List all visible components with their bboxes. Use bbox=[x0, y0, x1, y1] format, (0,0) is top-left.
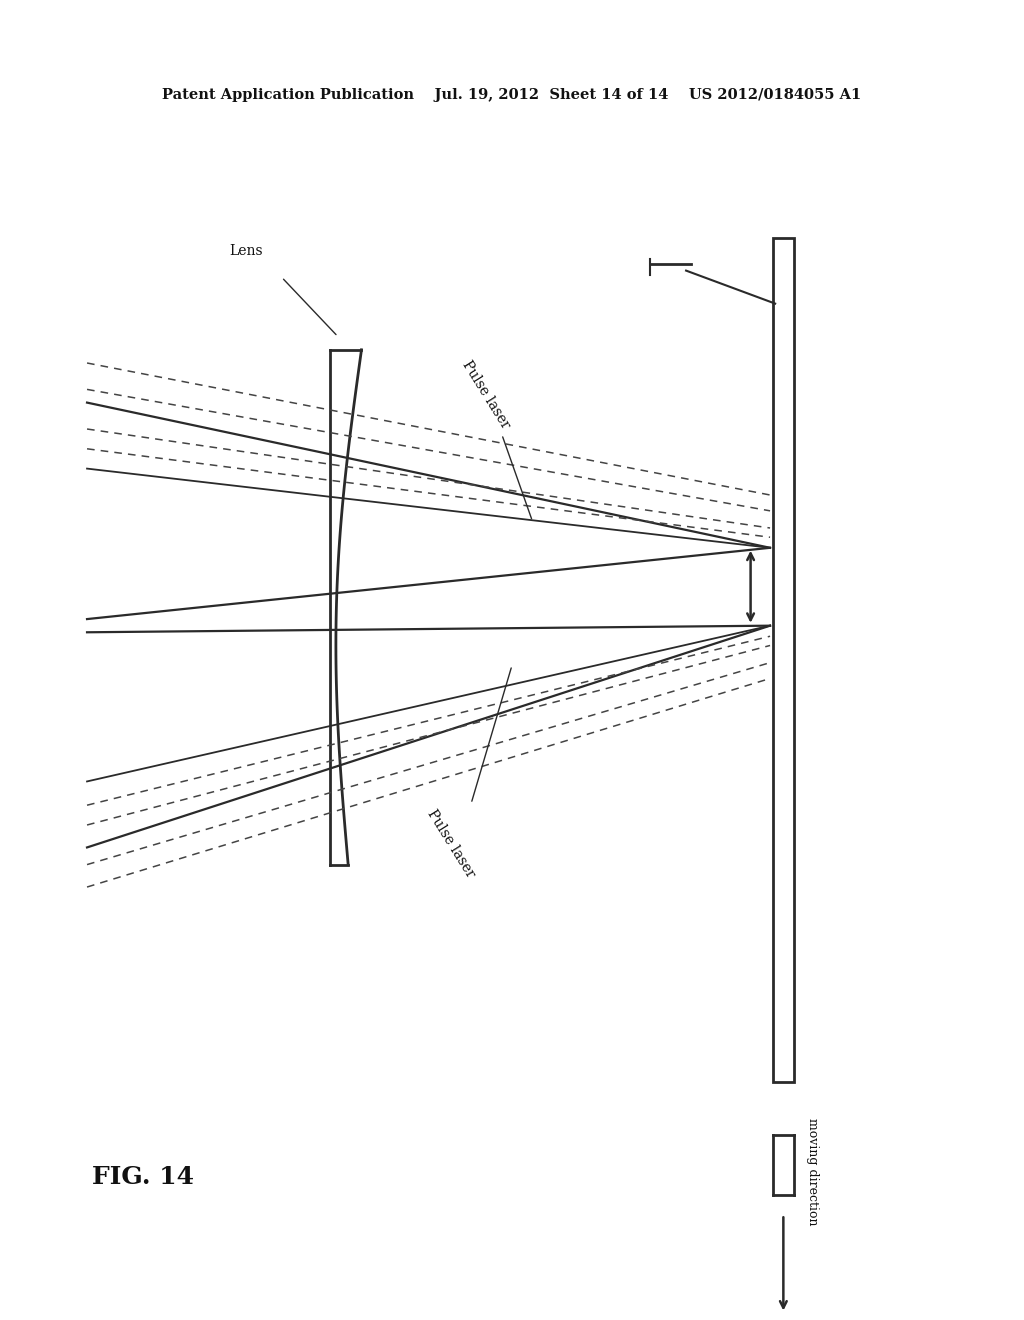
Text: moving direction: moving direction bbox=[806, 1118, 818, 1225]
Text: Lens: Lens bbox=[229, 244, 262, 257]
Text: FIG. 14: FIG. 14 bbox=[92, 1166, 195, 1189]
Text: Pulse laser: Pulse laser bbox=[460, 358, 513, 432]
Text: Patent Application Publication    Jul. 19, 2012  Sheet 14 of 14    US 2012/01840: Patent Application Publication Jul. 19, … bbox=[163, 88, 861, 102]
Text: Pulse laser: Pulse laser bbox=[424, 807, 477, 880]
